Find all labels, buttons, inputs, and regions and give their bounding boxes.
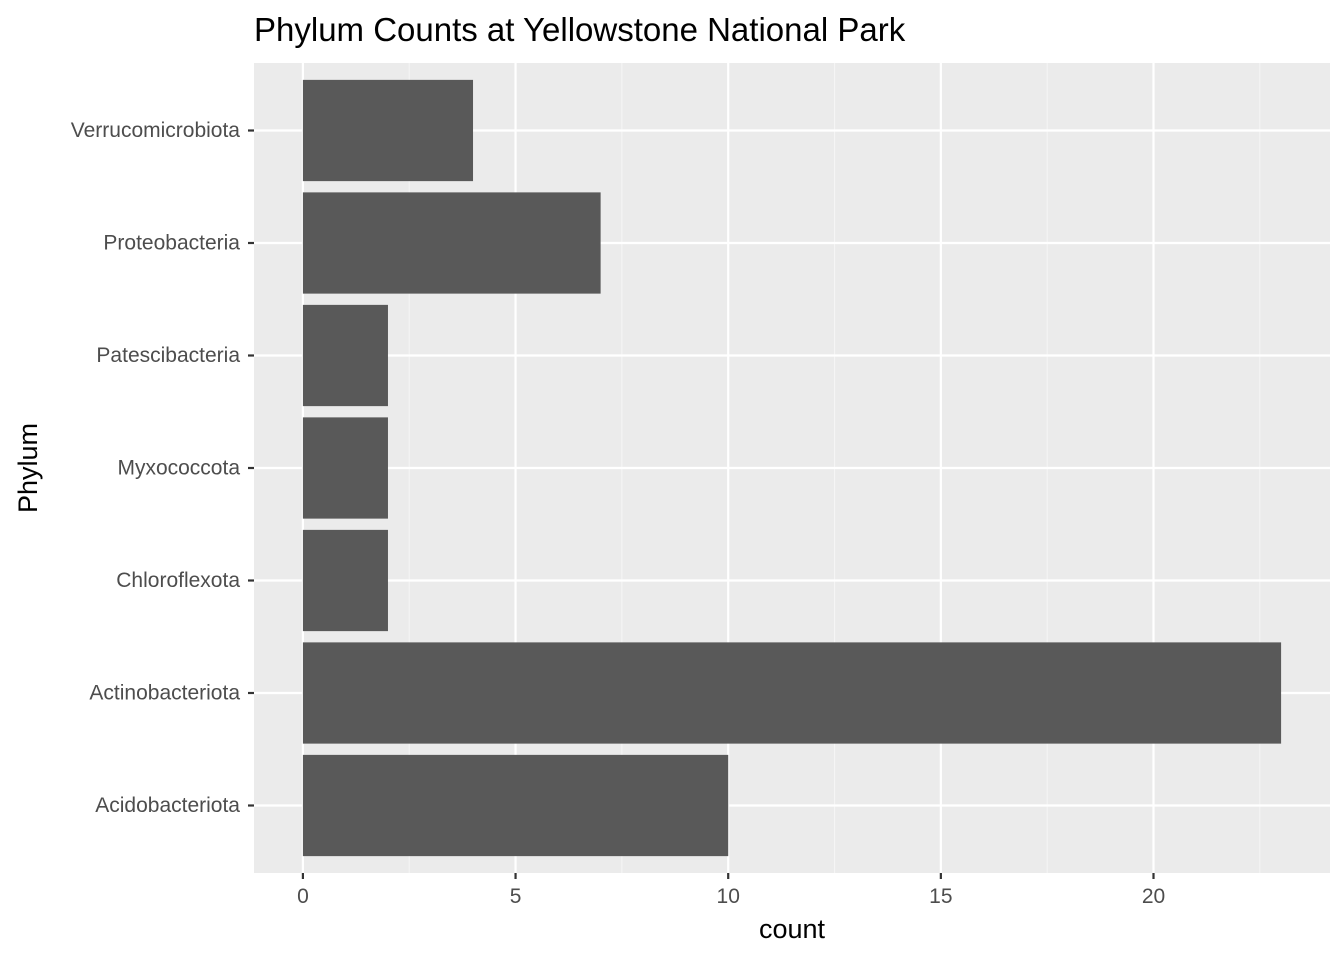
bar-proteobacteria — [302, 192, 601, 294]
x-tick-label: 5 — [510, 885, 522, 908]
y-axis: Acidobacteriota Actinobacteriota Chlorofle… — [71, 119, 254, 817]
bars — [302, 79, 1282, 857]
x-tick-label: 10 — [717, 885, 740, 908]
x-axis: 0 5 10 15 20 — [297, 873, 1165, 908]
bar-myxococcota — [302, 417, 388, 519]
y-tick-label: Verrucomicrobiota — [71, 119, 241, 142]
y-tick-label: Acidobacteriota — [95, 794, 240, 817]
chart-title: Phylum Counts at Yellowstone National Pa… — [254, 11, 906, 48]
y-tick-label: Actinobacteriota — [89, 682, 240, 705]
x-tick-label: 20 — [1142, 885, 1165, 908]
x-tick-label: 0 — [297, 885, 309, 908]
y-axis-title: Phylum — [13, 423, 43, 513]
bar-verrucomicrobiota — [302, 79, 474, 182]
x-tick-label: 15 — [929, 885, 952, 908]
bar-patescibacteria — [302, 304, 388, 407]
bar-chloroflexota — [302, 529, 388, 632]
y-tick-label: Patescibacteria — [96, 344, 240, 367]
y-tick-label: Chloroflexota — [116, 569, 240, 592]
bar-acidobacteriota — [302, 754, 729, 857]
bar-actinobacteriota — [302, 642, 1282, 744]
y-tick-label: Myxococcota — [117, 457, 240, 480]
x-axis-title: count — [759, 914, 826, 944]
y-tick-label: Proteobacteria — [103, 232, 240, 255]
